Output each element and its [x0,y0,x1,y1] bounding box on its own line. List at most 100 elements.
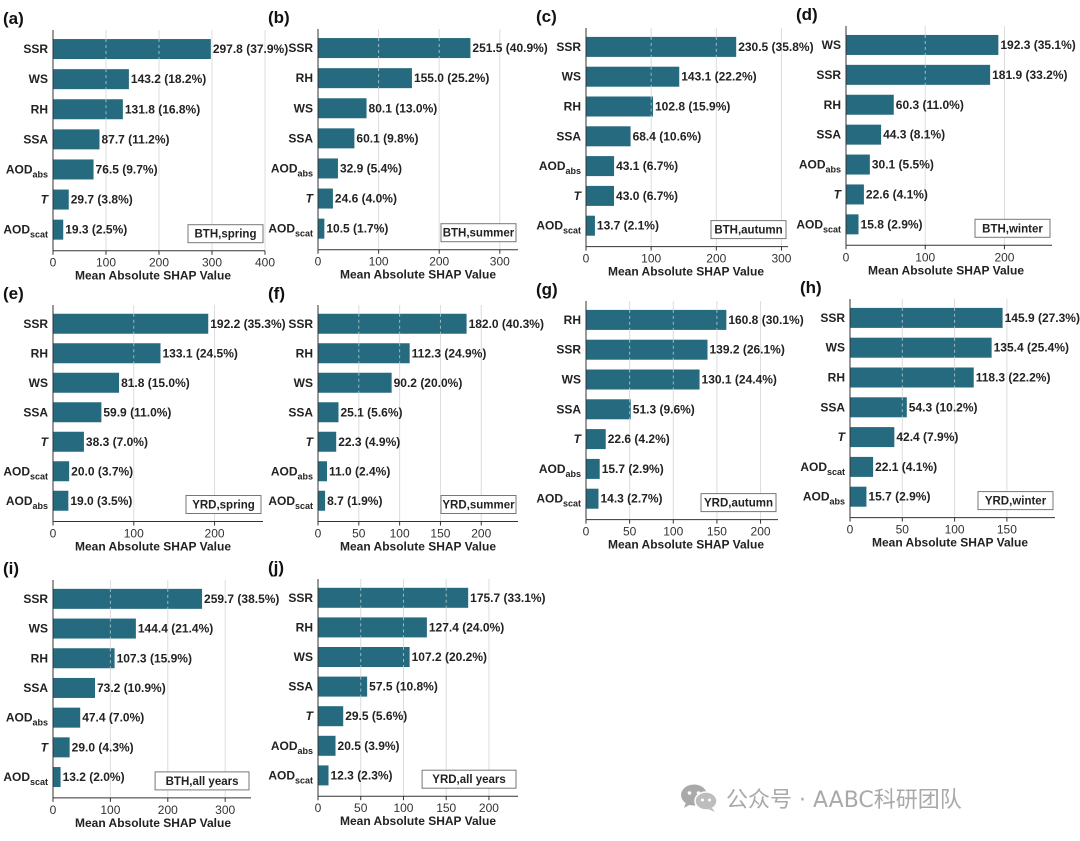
category-base: AOD [271,464,298,478]
value-label: 139.2 (26.1%) [709,343,784,357]
panel-label: (c) [536,7,557,26]
value-label: 251.5 (40.9%) [472,41,547,55]
category-label: AODabs [799,158,841,175]
category-label: AODscat [3,223,48,240]
value-label: 182.0 (40.3%) [469,317,544,331]
category-subscript: abs [297,168,313,178]
category-label: SSA [288,680,313,694]
value-label: 112.3 (24.9%) [412,346,487,360]
value-label: 15.8 (2.9%) [861,217,923,231]
x-axis-title: Mean Absolute SHAP Value [75,540,231,554]
category-label: SSA [23,681,48,695]
category-label: T [838,430,847,444]
value-label: 259.7 (38.5%) [204,592,279,606]
bar [586,126,631,147]
watermark-text: 公众号 · AABC科研团队 [726,788,962,813]
x-axis-title: Mean Absolute SHAP Value [340,268,496,282]
category-base: WS [562,373,581,387]
x-tick-label: 0 [50,803,57,817]
bar [318,587,469,608]
x-tick-label: 300 [771,252,791,266]
category-label: AODscat [536,219,581,236]
category-subscript: scat [295,775,313,785]
category-label: WS [826,341,845,355]
x-axis-title: Mean Absolute SHAP Value [340,814,496,828]
value-label: 15.7 (2.9%) [868,490,930,504]
category-base: T [574,432,583,446]
x-tick-label: 200 [471,527,491,541]
x-axis-title: Mean Absolute SHAP Value [608,538,764,552]
x-tick-label: 0 [315,255,322,269]
bar [586,309,727,330]
bar [318,313,467,334]
bar [586,66,680,87]
category-label: RH [31,102,48,116]
value-label: 32.9 (5.4%) [340,161,402,175]
panel-a: (a) 297.8 (37.9%) SSR 143.2 (18.2%) WS 131.8 … [3,9,288,283]
category-base: T [41,193,50,207]
x-axis-title: Mean Absolute SHAP Value [872,536,1028,550]
bar [53,39,211,60]
bar [318,38,471,59]
x-axis-title: Mean Absolute SHAP Value [868,263,1024,277]
value-label: 11.0 (2.4%) [329,464,390,478]
x-tick-label: 200 [149,256,169,270]
bar [318,706,344,727]
x-axis-title: Mean Absolute SHAP Value [75,816,231,830]
value-label: 192.2 (35.3%) [210,317,285,331]
region-tag-box [421,769,517,789]
panel-label: (b) [268,8,290,27]
value-label: 155.0 (25.2%) [414,71,489,85]
bar [586,36,737,57]
bar [53,99,123,120]
value-label: 10.5 (1.7%) [326,222,388,236]
category-base: WS [294,376,313,390]
category-base: AOD [3,464,30,478]
panel-b: (b) 251.5 (40.9%) SSR 155.0 (25.2%) RH 80.1 (… [268,8,548,282]
category-label: SSR [288,317,313,331]
category-base: SSR [556,40,581,54]
category-label: WS [562,70,581,84]
category-base: T [306,709,315,723]
category-label: AODabs [539,462,581,479]
category-label: AODabs [6,494,48,511]
category-label: RH [824,98,841,112]
category-base: RH [564,313,581,327]
category-label: SSR [556,40,581,54]
category-subscript: abs [32,718,48,728]
x-tick-label: 200 [994,250,1014,264]
category-subscript: scat [30,777,48,787]
region-tag-box [185,495,262,514]
bar [850,456,874,477]
bar [850,486,867,507]
category-label: AODscat [3,770,48,787]
bar [586,339,708,360]
bar [586,185,615,206]
category-subscript: scat [30,230,48,240]
x-axis-title: Mean Absolute SHAP Value [608,265,764,279]
bar [846,184,864,205]
category-label: AODabs [271,464,313,481]
bar [53,737,70,758]
category-subscript: abs [565,469,581,479]
region-tag-box [187,224,264,244]
category-label: T [834,187,843,201]
bar [318,490,326,511]
bar [53,159,94,180]
bar [318,128,355,149]
x-tick-label: 0 [583,525,590,539]
bar [586,215,595,236]
category-base: WS [294,650,313,664]
bar [53,219,64,240]
x-tick-label: 200 [751,525,771,539]
value-label: 68.4 (10.6%) [633,129,702,143]
bar [846,124,882,145]
bar [318,676,368,697]
category-label: AODabs [803,490,845,507]
category-label: SSR [288,41,313,55]
value-label: 54.3 (10.2%) [909,400,978,414]
bar [318,218,325,239]
bar [318,98,367,119]
x-axis-title: Mean Absolute SHAP Value [340,540,496,554]
